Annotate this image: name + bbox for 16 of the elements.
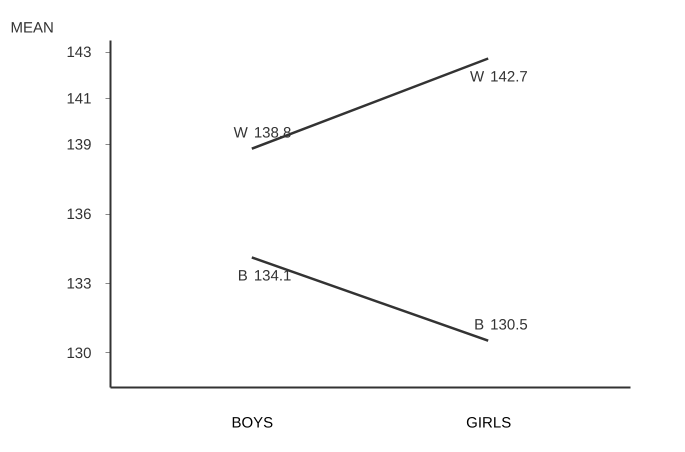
text: B [238,267,248,284]
text: W [234,124,248,142]
data-label: 130.5 [490,316,528,334]
y-tick-label: 141 [66,90,92,108]
x-tick-label: BOYS [231,414,274,432]
y-tick-label: 136 [66,206,92,223]
y-tick-label: 133 [66,275,92,292]
x-tick-label: GIRLS [466,414,512,432]
y-axis-title: MEAN [10,20,54,36]
series-label: W [470,68,486,86]
data-label: 134.1 [254,267,292,284]
y-tick-label: 139 [66,136,92,154]
series-label: B [474,316,484,334]
y-tick-label: 130 [66,344,92,362]
y-tick-label: 143 [66,44,92,62]
data-label: 142.7 [490,68,528,86]
